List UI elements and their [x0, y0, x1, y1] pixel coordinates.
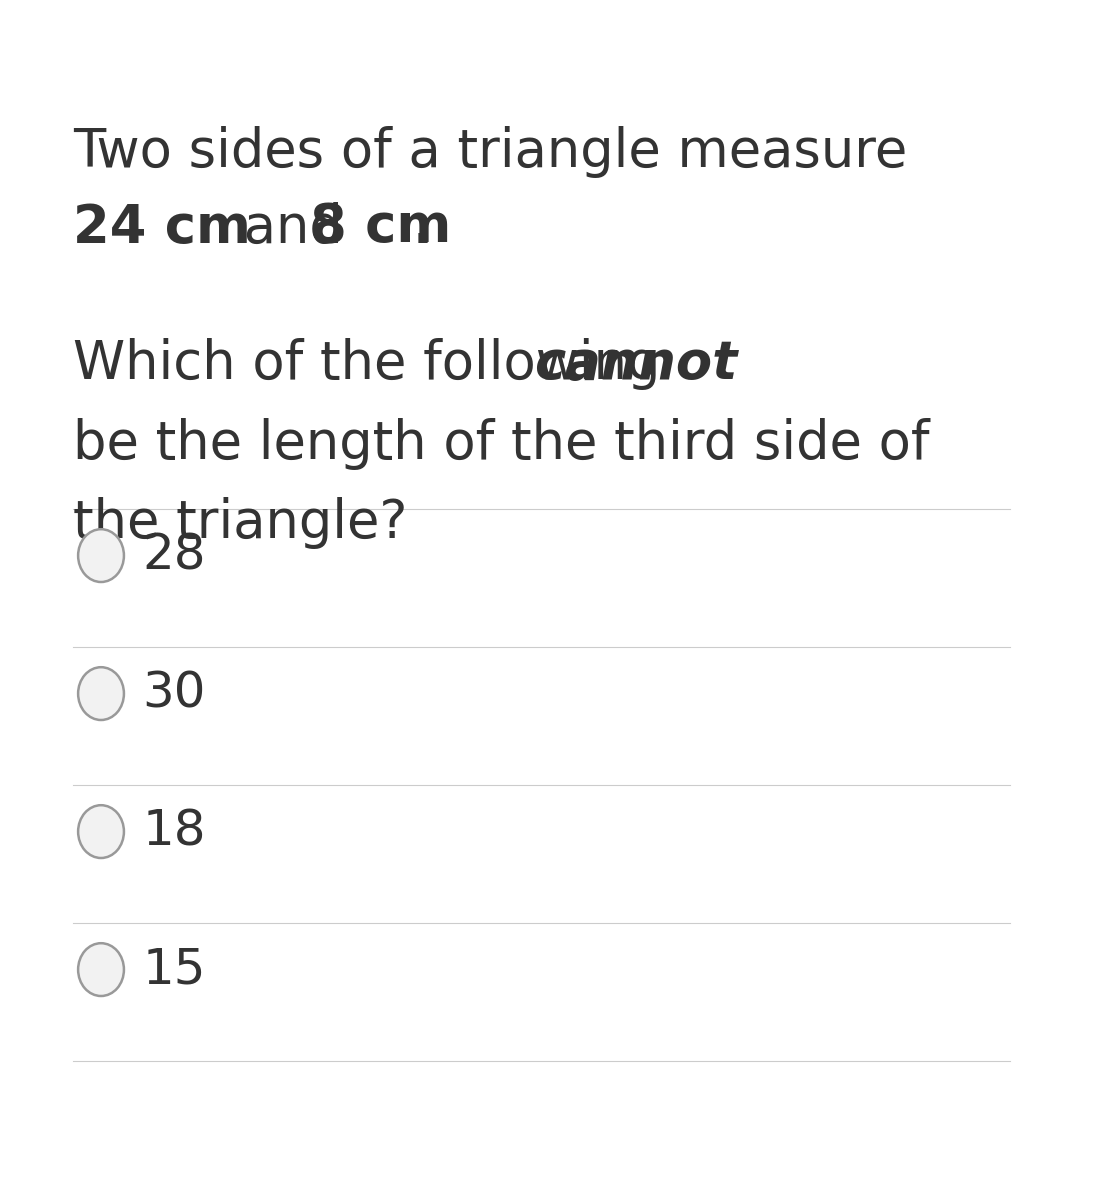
- Text: 8 cm: 8 cm: [310, 202, 451, 253]
- Text: .: .: [413, 202, 432, 253]
- Text: the triangle?: the triangle?: [73, 497, 407, 548]
- Circle shape: [78, 943, 124, 996]
- Text: 24 cm: 24 cm: [73, 202, 250, 253]
- Text: cannot: cannot: [534, 338, 738, 390]
- Text: and: and: [227, 202, 360, 253]
- Text: 18: 18: [142, 808, 206, 856]
- Text: Two sides of a triangle measure: Two sides of a triangle measure: [73, 126, 907, 178]
- Text: be the length of the third side of: be the length of the third side of: [73, 418, 930, 469]
- Circle shape: [78, 667, 124, 720]
- Text: 30: 30: [142, 670, 206, 718]
- Text: 28: 28: [142, 532, 206, 580]
- Text: Which of the following: Which of the following: [73, 338, 677, 390]
- Circle shape: [78, 529, 124, 582]
- Circle shape: [78, 805, 124, 858]
- Text: 15: 15: [142, 946, 206, 994]
